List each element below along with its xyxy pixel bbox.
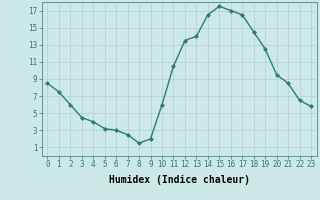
X-axis label: Humidex (Indice chaleur): Humidex (Indice chaleur): [109, 175, 250, 185]
